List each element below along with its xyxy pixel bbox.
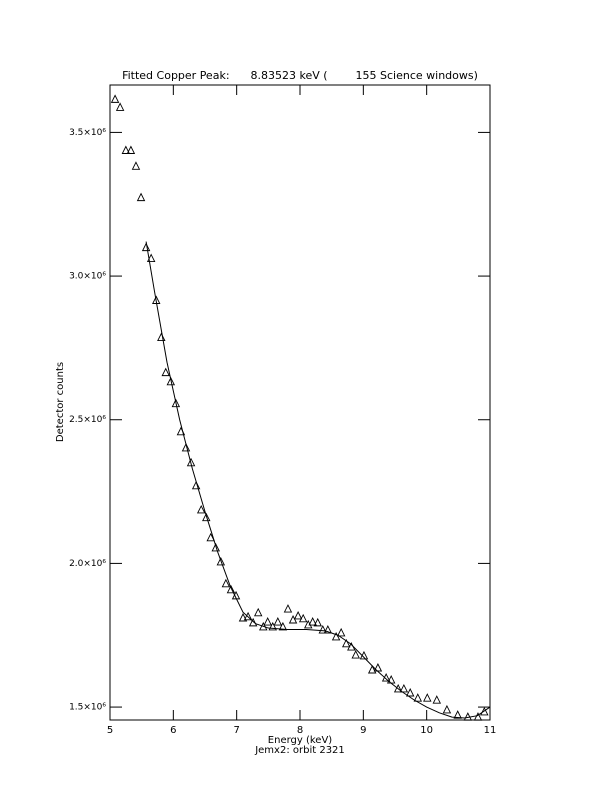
data-point <box>263 617 272 626</box>
plot-frame <box>109 84 491 721</box>
y-tick-label: 3.5×10⁶ <box>69 128 106 138</box>
data-point <box>211 542 220 552</box>
data-point <box>191 480 201 490</box>
x-tick-label: 8 <box>297 725 303 736</box>
data-point <box>238 612 248 622</box>
y-tick-label: 2.5×10⁶ <box>69 415 106 425</box>
x-tick-label: 10 <box>420 725 433 736</box>
data-point <box>473 712 483 721</box>
data-point <box>298 613 308 623</box>
data-point <box>283 604 293 613</box>
data-point <box>442 704 452 714</box>
data-point <box>432 695 442 704</box>
data-point <box>331 631 341 641</box>
data-point <box>288 615 298 624</box>
data-point <box>399 683 409 693</box>
data-point <box>202 512 211 522</box>
y-axis-label: Detector counts <box>55 362 66 442</box>
data-point <box>115 102 125 111</box>
y-tick-label: 3.0×10⁶ <box>69 272 106 282</box>
data-point <box>293 610 303 620</box>
data-point <box>393 683 403 693</box>
x-tick-label: 9 <box>360 725 366 736</box>
data-point <box>181 442 191 452</box>
data-point <box>126 145 136 154</box>
data-point <box>405 687 415 697</box>
data-point <box>253 607 263 617</box>
data-point <box>166 376 176 386</box>
x-tick-label: 7 <box>233 725 239 736</box>
data-point <box>157 332 166 342</box>
data-point <box>373 662 383 672</box>
subtitle: Jemx2: orbit 2321 <box>254 745 345 756</box>
data-point <box>381 673 391 682</box>
fit-line <box>145 241 491 719</box>
data-point <box>268 621 277 631</box>
data-point <box>221 578 231 588</box>
data-point <box>243 611 253 621</box>
data-point <box>186 457 196 467</box>
x-tick-label: 5 <box>107 725 113 736</box>
data-point <box>423 693 432 702</box>
data-point <box>308 617 317 626</box>
data-point <box>226 584 236 594</box>
data-point <box>453 710 462 719</box>
data-point <box>304 619 313 629</box>
data-point <box>141 242 151 252</box>
x-tick-label: 6 <box>170 725 176 736</box>
data-point <box>342 638 351 648</box>
data-point <box>351 650 360 659</box>
data-point <box>196 504 206 514</box>
data-point <box>171 398 181 408</box>
data-point <box>413 693 423 702</box>
data-point <box>313 617 322 627</box>
data-point <box>336 627 346 637</box>
data-point <box>273 617 283 626</box>
data-point <box>136 192 146 202</box>
data-point <box>367 664 377 674</box>
x-tick-label: 11 <box>484 725 497 736</box>
data-point <box>110 94 120 103</box>
chart-title: Fitted Copper Peak: 8.83523 keV ( 155 Sc… <box>122 69 478 82</box>
data-point <box>480 706 489 716</box>
x-axis-label: Energy (keV) <box>268 735 333 746</box>
data-point <box>206 532 215 542</box>
data-point <box>216 556 226 566</box>
data-point <box>318 625 328 634</box>
data-point <box>146 253 156 262</box>
data-point <box>131 161 141 170</box>
data-point <box>161 367 170 377</box>
y-tick-label: 1.5×10⁶ <box>69 703 106 713</box>
data-point <box>121 145 131 154</box>
data-point <box>323 625 333 634</box>
y-tick-label: 2.0×10⁶ <box>69 559 106 569</box>
data-point <box>278 621 288 631</box>
